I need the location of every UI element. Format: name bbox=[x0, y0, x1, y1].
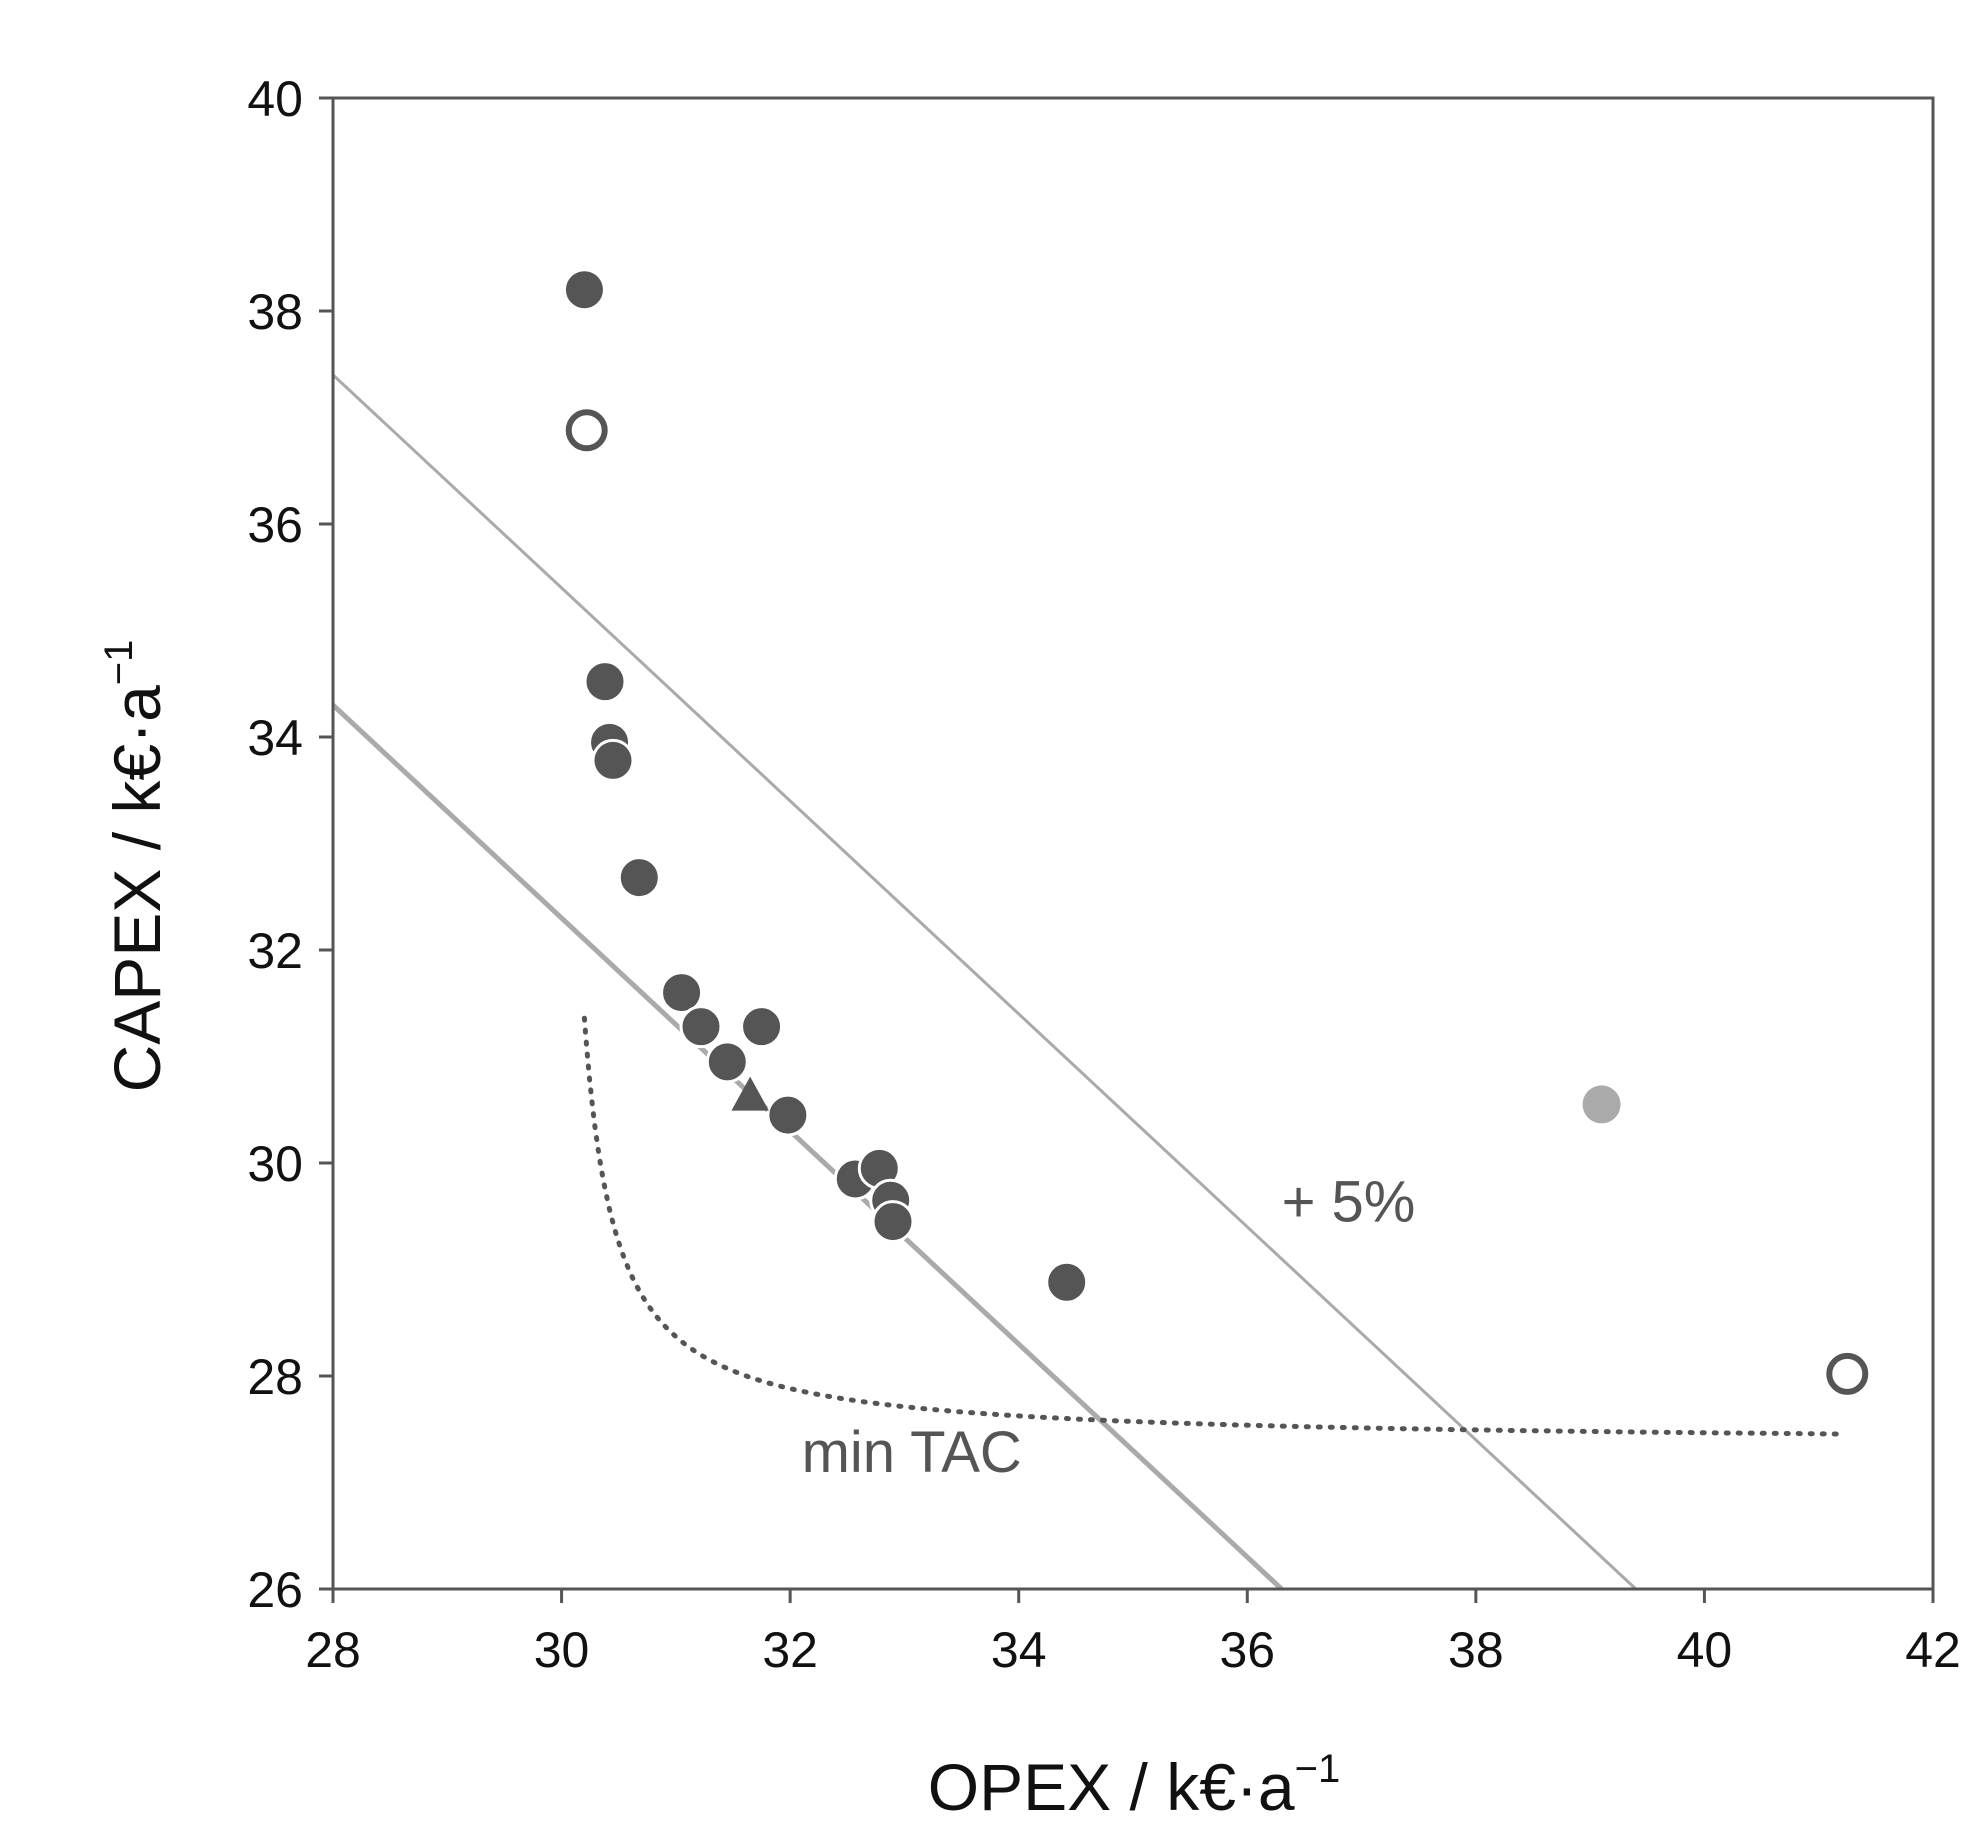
y-tick-label: 34 bbox=[247, 710, 303, 766]
data-point bbox=[617, 856, 661, 900]
x-tick-label: 34 bbox=[991, 1622, 1047, 1678]
axes bbox=[319, 96, 1935, 1603]
data-point-outlier bbox=[1582, 1085, 1621, 1124]
data-point bbox=[740, 1005, 784, 1049]
data-point bbox=[562, 268, 606, 312]
x-tick-labels: 28 30 32 34 36 38 40 42 bbox=[305, 1622, 1961, 1678]
x-tick-label: 30 bbox=[534, 1622, 590, 1678]
reference-lines bbox=[331, 373, 1637, 1591]
x-tick-label: 38 bbox=[1448, 1622, 1504, 1678]
y-tick-label: 28 bbox=[247, 1349, 303, 1405]
data-point-extreme bbox=[565, 409, 608, 452]
x-axis-title: OPEX / k€·a−1 bbox=[928, 1747, 1340, 1824]
data-point bbox=[583, 660, 627, 704]
data-point bbox=[705, 1040, 749, 1084]
pareto-front-curve bbox=[581, 1015, 1845, 1437]
data-point bbox=[679, 1005, 723, 1049]
x-tick-label: 32 bbox=[762, 1622, 818, 1678]
y-tick-label: 26 bbox=[247, 1562, 303, 1618]
data-point bbox=[591, 738, 635, 782]
y-tick-label: 38 bbox=[247, 284, 303, 340]
y-axis-title-superscript: −1 bbox=[97, 640, 141, 686]
y-axis-title-text: CAPEX / k€·a bbox=[100, 685, 174, 1092]
x-tick-label: 28 bbox=[305, 1622, 361, 1678]
x-axis-title-superscript: −1 bbox=[1295, 1747, 1341, 1791]
plus-5-percent-label: + 5% bbox=[1282, 1170, 1416, 1235]
data-points bbox=[562, 268, 1869, 1395]
y-tick-labels: 26 28 30 32 34 36 38 40 bbox=[247, 71, 303, 1618]
y-tick-label: 32 bbox=[247, 923, 303, 979]
data-point bbox=[660, 971, 704, 1015]
data-point bbox=[766, 1093, 810, 1137]
reference-line-min-tac bbox=[331, 703, 1284, 1591]
front-curve-layer bbox=[581, 1015, 1845, 1437]
data-point bbox=[871, 1200, 915, 1244]
y-tick-label: 40 bbox=[247, 71, 303, 127]
x-tick-label: 42 bbox=[1905, 1622, 1961, 1678]
x-tick-label: 40 bbox=[1677, 1622, 1733, 1678]
data-point-min-tac bbox=[731, 1076, 769, 1111]
plot-frame bbox=[331, 96, 1935, 1591]
y-axis-title: CAPEX / k€·a−1 bbox=[97, 640, 174, 1093]
y-tick-label: 36 bbox=[247, 497, 303, 553]
data-point-extreme bbox=[1826, 1352, 1869, 1395]
data-point bbox=[1045, 1260, 1089, 1304]
x-tick-label: 36 bbox=[1219, 1622, 1275, 1678]
y-tick-label: 30 bbox=[247, 1136, 303, 1192]
min-tac-label: min TAC bbox=[802, 1420, 1022, 1485]
x-axis-title-text: OPEX / k€·a bbox=[928, 1750, 1295, 1824]
reference-line-plus-5-percent bbox=[331, 373, 1637, 1591]
